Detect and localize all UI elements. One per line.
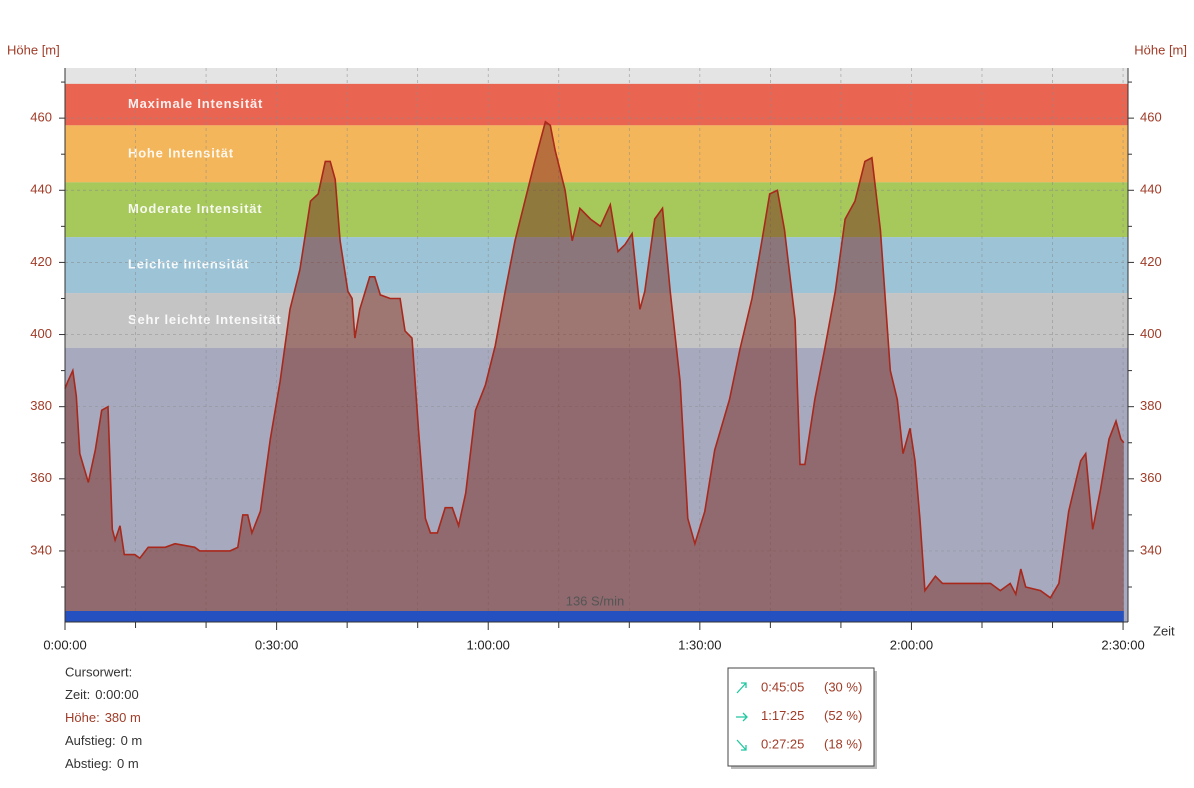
descent-icon	[736, 739, 747, 751]
y2-tick-label: 360	[1140, 470, 1162, 485]
y-tick-label: 460	[30, 110, 52, 125]
y-axis-title: Höhe [m]	[7, 42, 60, 57]
hr-bar-label: 136 S/min	[566, 593, 625, 608]
cursor-label: Aufstieg: 0 m	[65, 733, 142, 748]
y2-tick-label: 440	[1140, 182, 1162, 197]
y-tick-label: 340	[30, 542, 52, 557]
x-tick-label: 1:00:00	[467, 637, 510, 652]
y2-tick-label: 340	[1140, 542, 1162, 557]
summary-time: 0:27:25	[761, 736, 804, 751]
summary-percent: (52 %)	[824, 708, 862, 723]
cursor-label-text: Zeit:	[65, 687, 90, 702]
zone-label: Hohe Intensität	[128, 145, 234, 160]
summary-icons	[736, 682, 748, 751]
summary-time: 0:45:05	[761, 679, 804, 694]
y-tick-label: 400	[30, 326, 52, 341]
cursor-title: Cursorwert:	[65, 664, 132, 679]
x-axis-title: Zeit	[1153, 623, 1175, 638]
axes: 340 360 380 400 420 440 460 340 360 380 400 420 440 4…	[30, 68, 1162, 652]
cursor-label: Zeit: 0:00:00	[65, 687, 139, 702]
cursor-label-text: Höhe:	[65, 710, 100, 725]
y-tick-label: 380	[30, 398, 52, 413]
y2-tick-label: 420	[1140, 254, 1162, 269]
summary-time: 1:17:25	[761, 708, 804, 723]
zone-label: Sehr leichte Intensität	[128, 312, 282, 327]
zone-label: Moderate Intensität	[128, 201, 262, 216]
cursor-label-text: Aufstieg:	[65, 733, 116, 748]
cursor-value: 0 m	[117, 756, 139, 771]
summary: 0:45:05 (30 %) 1:17:25 (52 %) 0:27:25 (18 %)	[761, 679, 862, 751]
summary-box	[727, 667, 875, 767]
summary-percent: (30 %)	[824, 679, 862, 694]
zone-label: Maximale Intensität	[128, 96, 263, 111]
y2-tick-label: 380	[1140, 398, 1162, 413]
y2-tick-label: 400	[1140, 326, 1162, 341]
summary-percent: (18 %)	[824, 736, 862, 751]
y-tick-label: 420	[30, 254, 52, 269]
cursor-label: Höhe: 380 m	[65, 710, 141, 725]
y2-tick-label: 460	[1140, 110, 1162, 125]
y-tick-label: 360	[30, 470, 52, 485]
x-tick-label: 1:30:00	[678, 637, 721, 652]
ascent-icon	[736, 682, 747, 694]
x-tick-label: 0:30:00	[255, 637, 298, 652]
zone	[65, 83, 1128, 126]
hr-bar	[65, 611, 1124, 622]
area-fill	[65, 121, 1124, 622]
zone	[65, 125, 1128, 183]
x-tick-label: 0:00:00	[43, 637, 86, 652]
y-tick-label: 440	[30, 182, 52, 197]
line	[64, 120, 1125, 599]
zone-label: Leichte Intensität	[128, 257, 249, 272]
x-tick-label: 2:00:00	[890, 637, 933, 652]
cursor-label: Abstieg: 0 m	[65, 756, 139, 771]
plot: 136 S/min	[64, 120, 1125, 622]
cursor-value: 0 m	[121, 733, 143, 748]
x-tick-label: 2:30:00	[1101, 637, 1144, 652]
y2-axis-title: Höhe [m]	[1134, 42, 1187, 57]
cursor-label-text: Abstieg:	[65, 756, 112, 771]
cursor-value: 0:00:00	[95, 687, 138, 702]
cursor-value: 380 m	[105, 710, 141, 725]
flat-icon	[736, 712, 748, 722]
